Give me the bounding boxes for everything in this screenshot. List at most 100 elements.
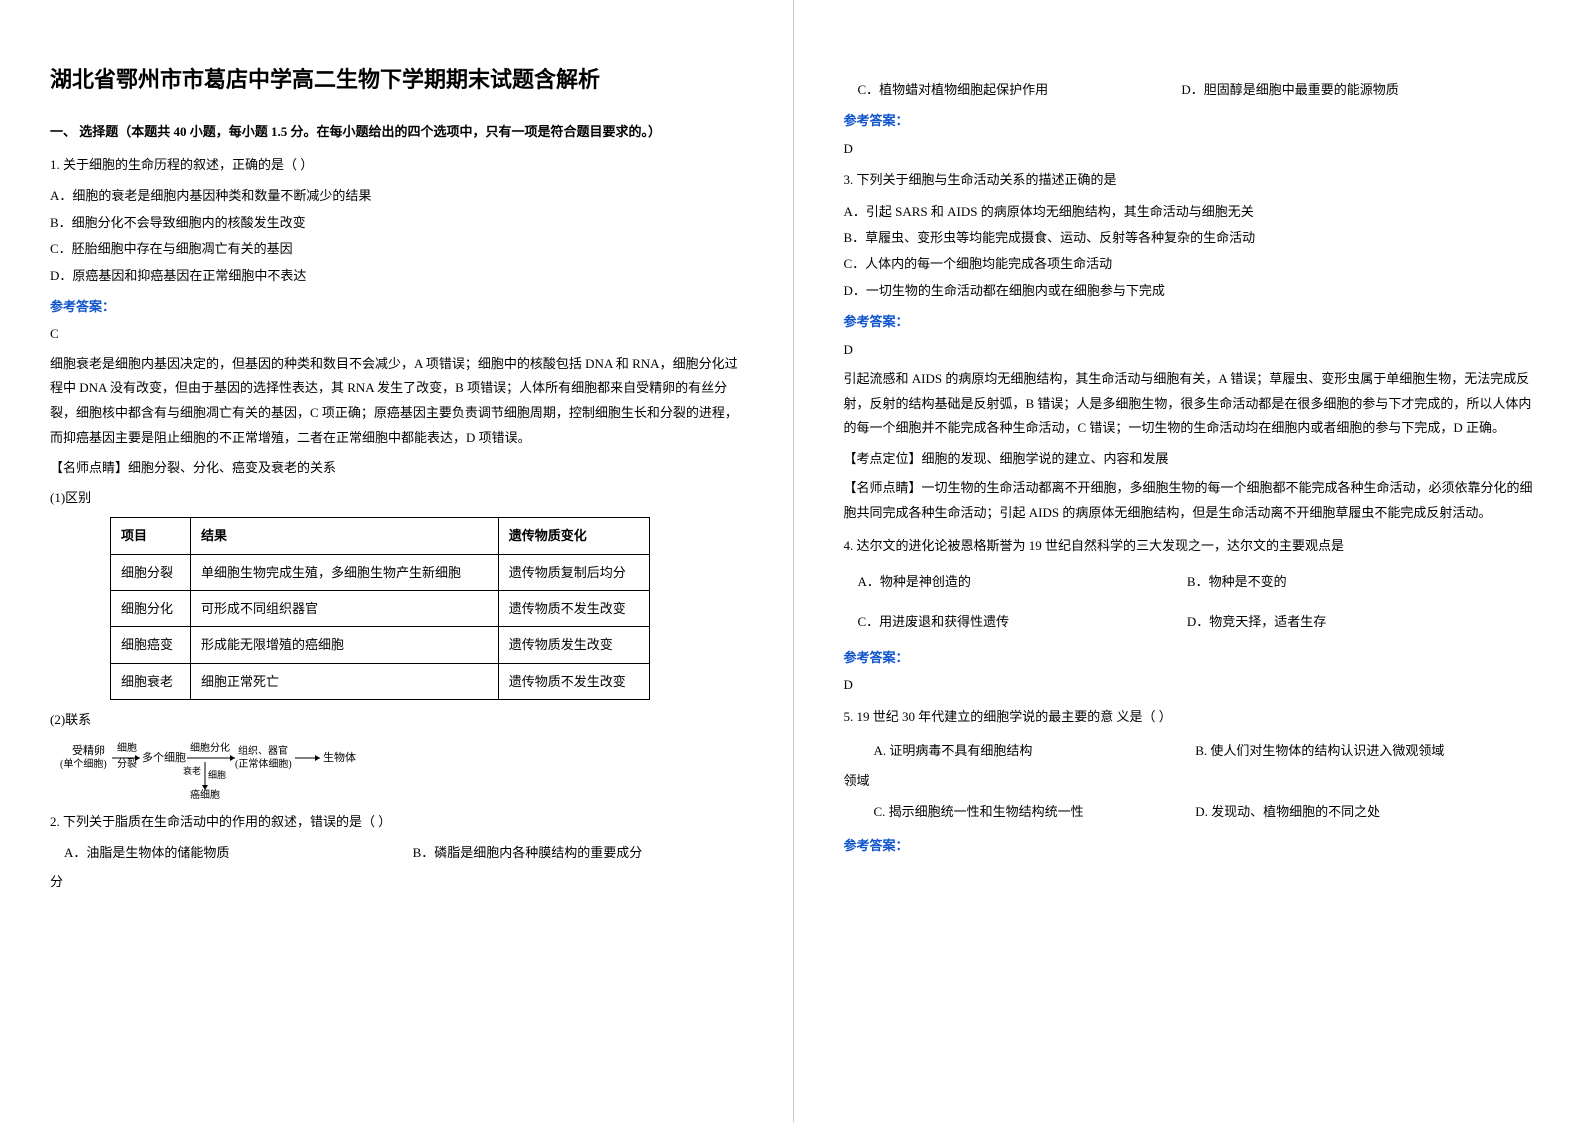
- q3-opt-b: B．草履虫、变形虫等均能完成摄食、运动、反射等各种复杂的生命活动: [844, 226, 1538, 249]
- q1-opt-c: C．胚胎细胞中存在与细胞凋亡有关的基因: [50, 237, 743, 260]
- q3-options: A．引起 SARS 和 AIDS 的病原体均无细胞结构，其生命活动与细胞无关 B…: [844, 200, 1538, 303]
- th-0: 项目: [111, 518, 191, 554]
- q1-opt-d: D．原癌基因和抑癌基因在正常细胞中不表达: [50, 264, 743, 287]
- q5-number: 5.: [844, 709, 854, 724]
- q2-b-cont: 分: [50, 870, 743, 893]
- td: 细胞分裂: [111, 554, 191, 590]
- q1-sub1: (1)区别: [50, 486, 743, 509]
- q2-opt-b: B．磷脂是细胞内各种膜结构的重要成分: [413, 841, 643, 864]
- q1-sub2: (2)联系: [50, 708, 743, 731]
- th-2: 遗传物质变化: [498, 518, 649, 554]
- question-3: 3. 下列关于细胞与生命活动关系的描述正确的是: [844, 168, 1538, 191]
- q2-options-row1: A．油脂是生物体的储能物质 B．磷脂是细胞内各种膜结构的重要成分: [50, 841, 743, 864]
- q5-opt-b: B. 使人们对生物体的结构认识进入微观领域: [1195, 739, 1513, 762]
- table-row: 细胞衰老 细胞正常死亡 遗传物质不发生改变: [111, 663, 650, 699]
- q4-options-row2: C．用进废退和获得性遗传 D．物竞天择，适者生存: [858, 607, 1538, 636]
- q3-tip: 【名师点睛】一切生物的生命活动都离不开细胞，多细胞生物的每一个细胞都不能完成各种…: [844, 476, 1538, 525]
- q4-number: 4.: [844, 538, 854, 553]
- td: 细胞衰老: [111, 663, 191, 699]
- td: 细胞癌变: [111, 627, 191, 663]
- q4-opt-d: D．物竞天择，适者生存: [1187, 610, 1513, 633]
- q2-opt-a: A．油脂是生物体的储能物质: [64, 841, 229, 864]
- d-t8: (正常体细胞): [235, 757, 292, 770]
- q3-answer: D: [844, 338, 1538, 361]
- d-t11: 细胞: [208, 769, 226, 780]
- question-2: 2. 下列关于脂质在生命活动中的作用的叙述，错误的是（ ）: [50, 810, 743, 833]
- q1-tip-label: 【名师点睛】细胞分裂、分化、癌变及衰老的关系: [50, 456, 743, 479]
- q3-opt-a: A．引起 SARS 和 AIDS 的病原体均无细胞结构，其生命活动与细胞无关: [844, 200, 1538, 223]
- q4-opt-c: C．用进废退和获得性遗传: [858, 610, 1184, 633]
- d-t3: 细胞: [117, 741, 137, 754]
- q3-explanation: 引起流感和 AIDS 的病原均无细胞结构，其生命活动与细胞有关，A 错误；草履虫…: [844, 367, 1538, 441]
- q4-options-row1: A．物种是神创造的 B．物种是不变的: [858, 567, 1538, 596]
- d-t4: 分裂: [117, 757, 137, 770]
- q3-opt-c: C．人体内的每一个细胞均能完成各项生命活动: [844, 252, 1538, 275]
- q3-answer-label: 参考答案：: [844, 310, 1538, 333]
- q2-answer-label: 参考答案：: [844, 109, 1538, 132]
- td: 遗传物质不发生改变: [498, 663, 649, 699]
- q5-answer-label: 参考答案：: [844, 834, 1538, 857]
- left-column: 湖北省鄂州市市葛店中学高二生物下学期期末试题含解析 一、 选择题（本题共 40 …: [0, 0, 794, 1122]
- td: 细胞分化: [111, 591, 191, 627]
- question-5: 5. 19 世纪 30 年代建立的细胞学说的最主要的意 义是（ ）: [844, 705, 1538, 728]
- q2-answer: D: [844, 137, 1538, 160]
- td: 可形成不同组织器官: [190, 591, 498, 627]
- q4-answer: D: [844, 673, 1538, 696]
- q3-topic-label: 【考点定位】细胞的发现、细胞学说的建立、内容和发展: [844, 447, 1538, 470]
- q2-opt-c: C．植物蜡对植物细胞起保护作用: [858, 78, 1049, 101]
- td: 遗传物质发生改变: [498, 627, 649, 663]
- table-header-row: 项目 结果 遗传物质变化: [111, 518, 650, 554]
- d-t7: 组织、器官: [238, 744, 288, 757]
- section-header: 一、 选择题（本题共 40 小题，每小题 1.5 分。在每小题给出的四个选项中，…: [50, 120, 743, 143]
- q2-stem: 下列关于脂质在生命活动中的作用的叙述，错误的是（ ）: [63, 814, 391, 829]
- q2-number: 2.: [50, 814, 60, 829]
- q1-opt-a: A．细胞的衰老是细胞内基因种类和数量不断减少的结果: [50, 184, 743, 207]
- td: 遗传物质不发生改变: [498, 591, 649, 627]
- q5-options-row2: C. 揭示细胞统一性和生物结构统一性 D. 发现动、植物细胞的不同之处: [874, 797, 1538, 826]
- q1-opt-b: B．细胞分化不会导致细胞内的核酸发生改变: [50, 211, 743, 234]
- q5-options-row1: A. 证明病毒不具有细胞结构 B. 使人们对生物体的结构认识进入微观领域: [874, 736, 1538, 765]
- q3-stem: 下列关于细胞与生命活动关系的描述正确的是: [857, 172, 1117, 187]
- q2-opt-d: D．胆固醇是细胞中最重要的能源物质: [1181, 78, 1398, 101]
- d-t12: 癌细胞: [190, 788, 220, 800]
- q1-stem: 关于细胞的生命历程的叙述，正确的是（ ）: [63, 157, 313, 172]
- q4-opt-b: B．物种是不变的: [1187, 570, 1513, 593]
- q4-answer-label: 参考答案：: [844, 646, 1538, 669]
- q3-number: 3.: [844, 172, 854, 187]
- td: 细胞正常死亡: [190, 663, 498, 699]
- q1-explanation: 细胞衰老是细胞内基因决定的，但基因的种类和数目不会减少，A 项错误；细胞中的核酸…: [50, 352, 743, 451]
- td: 形成能无限增殖的癌细胞: [190, 627, 498, 663]
- td: 单细胞生物完成生殖，多细胞生物产生新细胞: [190, 554, 498, 590]
- right-column: C．植物蜡对植物细胞起保护作用 D．胆固醇是细胞中最重要的能源物质 参考答案： …: [794, 0, 1587, 1122]
- q4-opt-a: A．物种是神创造的: [858, 570, 1184, 593]
- d-t10: 衰老: [183, 765, 201, 776]
- question-4: 4. 达尔文的进化论被恩格斯誉为 19 世纪自然科学的三大发现之一，达尔文的主要…: [844, 534, 1538, 557]
- q3-opt-d: D．一切生物的生命活动都在细胞内或在细胞参与下完成: [844, 279, 1538, 302]
- flow-diagram-svg: 受精卵 (单个细胞) 细胞 分裂 多个细胞 细胞分化 组织、器官 (正常体细胞)…: [60, 740, 380, 800]
- q5-stem: 19 世纪 30 年代建立的细胞学说的最主要的意 义是（ ）: [857, 709, 1172, 724]
- th-1: 结果: [190, 518, 498, 554]
- q5-opt-a: A. 证明病毒不具有细胞结构: [874, 739, 1192, 762]
- question-1: 1. 关于细胞的生命历程的叙述，正确的是（ ）: [50, 153, 743, 176]
- q2-options-row2: C．植物蜡对植物细胞起保护作用 D．胆固醇是细胞中最重要的能源物质: [844, 78, 1538, 101]
- d-t1: 受精卵: [72, 744, 105, 757]
- d-t9: 生物体: [323, 750, 356, 764]
- table-row: 细胞分化 可形成不同组织器官 遗传物质不发生改变: [111, 591, 650, 627]
- q1-answer-label: 参考答案：: [50, 295, 743, 318]
- q5-b-cont: 领域: [844, 769, 1538, 792]
- d-t2: (单个细胞): [60, 757, 107, 770]
- d-t6: 细胞分化: [190, 741, 230, 754]
- page-title: 湖北省鄂州市市葛店中学高二生物下学期期末试题含解析: [50, 60, 743, 100]
- td: 遗传物质复制后均分: [498, 554, 649, 590]
- d-t5: 多个细胞: [142, 750, 186, 764]
- q1-options: A．细胞的衰老是细胞内基因种类和数量不断减少的结果 B．细胞分化不会导致细胞内的…: [50, 184, 743, 287]
- q4-stem: 达尔文的进化论被恩格斯誉为 19 世纪自然科学的三大发现之一，达尔文的主要观点是: [857, 538, 1345, 553]
- q5-opt-d: D. 发现动、植物细胞的不同之处: [1195, 800, 1513, 823]
- table-row: 细胞癌变 形成能无限增殖的癌细胞 遗传物质发生改变: [111, 627, 650, 663]
- q1-number: 1.: [50, 157, 60, 172]
- q1-diagram: 受精卵 (单个细胞) 细胞 分裂 多个细胞 细胞分化 组织、器官 (正常体细胞)…: [60, 740, 743, 800]
- q1-answer: C: [50, 322, 743, 345]
- q1-table: 项目 结果 遗传物质变化 细胞分裂 单细胞生物完成生殖，多细胞生物产生新细胞 遗…: [110, 517, 650, 700]
- q5-opt-c: C. 揭示细胞统一性和生物结构统一性: [874, 800, 1192, 823]
- table-row: 细胞分裂 单细胞生物完成生殖，多细胞生物产生新细胞 遗传物质复制后均分: [111, 554, 650, 590]
